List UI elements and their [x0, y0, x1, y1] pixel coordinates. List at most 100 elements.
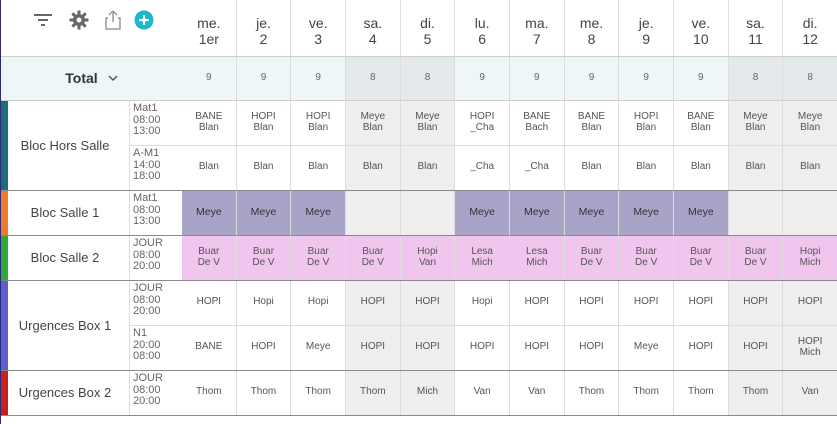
schedule-cell[interactable]: BANE Blan	[674, 100, 729, 145]
schedule-cell[interactable]: Thom	[346, 370, 401, 415]
schedule-cell[interactable]: Van	[783, 370, 837, 415]
schedule-cell[interactable]: HOPI Blan	[237, 100, 292, 145]
schedule-cell[interactable]: Blan	[565, 145, 620, 190]
schedule-cell[interactable]: Lesa Mich	[455, 235, 510, 280]
day-header[interactable]: je. 9	[619, 0, 674, 56]
schedule-cell[interactable]: Thom	[182, 370, 237, 415]
schedule-cell[interactable]: Meye Blan	[783, 100, 837, 145]
filter-icon[interactable]	[33, 10, 53, 30]
schedule-cell[interactable]: Meye Blan	[400, 100, 456, 145]
schedule-cell[interactable]	[346, 190, 401, 235]
schedule-cell[interactable]: HOPI	[674, 325, 729, 370]
schedule-cell[interactable]: Buar De V	[728, 235, 784, 280]
schedule-cell[interactable]: Thom	[237, 370, 292, 415]
schedule-cell[interactable]: HOPI Blan	[291, 100, 346, 145]
day-header[interactable]: di. 5	[401, 0, 456, 56]
schedule-cell[interactable]: Mich	[400, 370, 456, 415]
schedule-cell[interactable]: Buar De V	[291, 235, 346, 280]
schedule-cell[interactable]: HOPI	[237, 325, 292, 370]
day-header[interactable]: ve. 10	[674, 0, 729, 56]
schedule-cell[interactable]: Meye	[619, 325, 674, 370]
day-header[interactable]: me. 8	[565, 0, 620, 56]
group-label[interactable]: Bloc Salle 2	[30, 250, 100, 265]
schedule-cell[interactable]: HOPI	[400, 280, 456, 325]
schedule-cell[interactable]: HOPI	[510, 280, 565, 325]
day-header[interactable]: sa. 11	[729, 0, 784, 56]
chevron-down-icon[interactable]	[108, 73, 118, 83]
day-header[interactable]: di. 12	[783, 0, 837, 56]
schedule-cell[interactable]: HOPI Blan	[619, 100, 674, 145]
schedule-cell[interactable]: _Cha	[455, 145, 510, 190]
schedule-cell[interactable]	[783, 190, 837, 235]
schedule-cell[interactable]: Blan	[619, 145, 674, 190]
schedule-cell[interactable]: Blan	[674, 145, 729, 190]
day-header[interactable]: lu. 6	[455, 0, 510, 56]
schedule-cell[interactable]: Hopi	[237, 280, 292, 325]
schedule-cell[interactable]: HOPI	[619, 280, 674, 325]
schedule-cell[interactable]: Hopi	[455, 280, 510, 325]
schedule-cell[interactable]	[728, 190, 784, 235]
schedule-cell[interactable]: BANE Blan	[182, 100, 237, 145]
schedule-cell[interactable]: Blan	[346, 145, 401, 190]
group-label[interactable]: Urgences Box 2	[18, 385, 112, 400]
schedule-cell[interactable]: Meye	[291, 190, 346, 235]
group-label[interactable]: Urgences Box 1	[18, 317, 112, 333]
schedule-cell[interactable]: Hopi	[291, 280, 346, 325]
schedule-cell[interactable]: Blan	[400, 145, 456, 190]
schedule-cell[interactable]: Meye	[236, 190, 292, 235]
schedule-cell[interactable]: Blan	[237, 145, 292, 190]
schedule-cell[interactable]: Thom	[728, 370, 784, 415]
schedule-cell[interactable]: HOPI	[346, 280, 401, 325]
schedule-cell[interactable]: Van	[455, 370, 510, 415]
schedule-cell[interactable]: Meye	[564, 190, 620, 235]
schedule-cell[interactable]: HOPI	[455, 325, 510, 370]
schedule-cell[interactable]: Blan	[291, 145, 346, 190]
gear-icon[interactable]	[69, 10, 89, 30]
schedule-cell[interactable]: Meye	[291, 325, 346, 370]
schedule-cell[interactable]: Blan	[728, 145, 784, 190]
schedule-cell[interactable]: Buar De V	[236, 235, 292, 280]
schedule-cell[interactable]: HOPI	[728, 325, 784, 370]
schedule-cell[interactable]: Hopi Van	[400, 235, 456, 280]
schedule-cell[interactable]: Thom	[619, 370, 674, 415]
add-circle-icon[interactable]	[134, 10, 154, 30]
schedule-cell[interactable]: Meye	[182, 190, 237, 235]
schedule-cell[interactable]: Buar De V	[674, 235, 729, 280]
day-header[interactable]: ve. 3	[291, 0, 346, 56]
schedule-cell[interactable]: HOPI	[783, 280, 837, 325]
schedule-cell[interactable]: BANE Blan	[565, 100, 620, 145]
schedule-cell[interactable]: HOPI	[565, 325, 620, 370]
schedule-cell[interactable]: HOPI Mich	[783, 325, 837, 370]
share-icon[interactable]	[103, 10, 123, 30]
schedule-cell[interactable]: Meye Blan	[346, 100, 401, 145]
schedule-cell[interactable]: Meye	[455, 190, 510, 235]
schedule-cell[interactable]: HOPI	[182, 280, 237, 325]
schedule-cell[interactable]: HOPI	[346, 325, 401, 370]
day-header[interactable]: sa. 4	[346, 0, 401, 56]
schedule-cell[interactable]: Buar De V	[182, 235, 237, 280]
schedule-cell[interactable]: BANE	[182, 325, 237, 370]
total-row-header[interactable]: Total	[1, 56, 182, 100]
schedule-cell[interactable]: BANE Bach	[510, 100, 565, 145]
schedule-cell[interactable]: HOPI	[400, 325, 456, 370]
schedule-cell[interactable]: Thom	[674, 370, 729, 415]
group-label[interactable]: Bloc Salle 1	[30, 205, 100, 220]
schedule-cell[interactable]: Van	[510, 370, 565, 415]
schedule-cell[interactable]: HOPI _Cha	[455, 100, 510, 145]
schedule-cell[interactable]: Buar De V	[564, 235, 620, 280]
schedule-cell[interactable]	[400, 190, 456, 235]
schedule-cell[interactable]: Buar De V	[346, 235, 401, 280]
schedule-cell[interactable]: HOPI	[674, 280, 729, 325]
schedule-cell[interactable]: Blan	[783, 145, 837, 190]
schedule-cell[interactable]: Buar De V	[619, 235, 674, 280]
schedule-cell[interactable]: Thom	[565, 370, 620, 415]
schedule-cell[interactable]: _Cha	[510, 145, 565, 190]
schedule-cell[interactable]: Meye	[619, 190, 674, 235]
schedule-cell[interactable]: HOPI	[565, 280, 620, 325]
day-header[interactable]: ma. 7	[510, 0, 565, 56]
schedule-cell[interactable]: Meye	[510, 190, 565, 235]
schedule-cell[interactable]: HOPI	[728, 280, 784, 325]
day-header[interactable]: me. 1er	[182, 0, 237, 56]
group-label[interactable]: Bloc Hors Salle	[20, 137, 110, 153]
schedule-cell[interactable]: HOPI	[510, 325, 565, 370]
